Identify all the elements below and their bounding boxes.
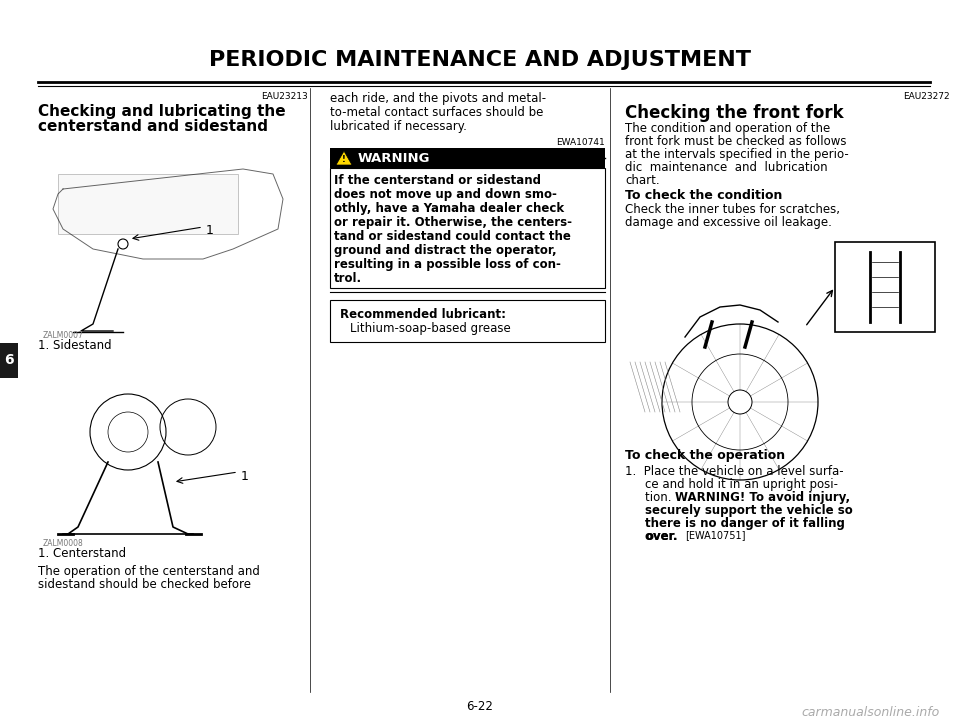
- Text: sidestand should be checked before: sidestand should be checked before: [38, 578, 251, 591]
- Text: [EWA10751]: [EWA10751]: [685, 530, 746, 540]
- Bar: [0, 342, 18, 378]
- Text: lubricated if necessary.: lubricated if necessary.: [330, 120, 467, 133]
- Text: Recommended lubricant:: Recommended lubricant:: [340, 308, 506, 321]
- Bar: [38, 139, 305, 334]
- Text: tand or sidestand could contact the: tand or sidestand could contact the: [334, 230, 571, 243]
- Text: securely support the vehicle so: securely support the vehicle so: [645, 504, 852, 517]
- Text: trol.: trol.: [334, 272, 362, 285]
- Text: WARNING: WARNING: [358, 151, 430, 164]
- Text: To check the operation: To check the operation: [625, 449, 785, 462]
- Text: each ride, and the pivots and metal-: each ride, and the pivots and metal-: [330, 92, 546, 105]
- Text: The condition and operation of the: The condition and operation of the: [625, 122, 830, 135]
- Text: tion.: tion.: [645, 491, 675, 504]
- Text: Checking and lubricating the: Checking and lubricating the: [38, 104, 286, 119]
- Bar: [330, 168, 605, 288]
- Text: or repair it. Otherwise, the centers-: or repair it. Otherwise, the centers-: [334, 216, 572, 229]
- Text: front fork must be checked as follows: front fork must be checked as follows: [625, 135, 847, 148]
- Text: chart.: chart.: [625, 174, 660, 187]
- Text: centerstand and sidestand: centerstand and sidestand: [38, 119, 268, 134]
- Text: !: !: [342, 154, 346, 164]
- Bar: [625, 237, 945, 437]
- Text: PERIODIC MAINTENANCE AND ADJUSTMENT: PERIODIC MAINTENANCE AND ADJUSTMENT: [209, 50, 751, 70]
- Text: resulting in a possible loss of con-: resulting in a possible loss of con-: [334, 258, 561, 271]
- Bar: [835, 242, 935, 332]
- Text: there is no danger of it falling: there is no danger of it falling: [645, 517, 845, 530]
- Text: 1.  Place the vehicle on a level surfa-: 1. Place the vehicle on a level surfa-: [625, 465, 844, 478]
- Text: 1: 1: [206, 225, 214, 238]
- Text: The operation of the centerstand and: The operation of the centerstand and: [38, 565, 260, 578]
- Text: ZALM0008: ZALM0008: [43, 539, 84, 548]
- Text: over.: over.: [645, 530, 678, 543]
- Text: If the centerstand or sidestand: If the centerstand or sidestand: [334, 174, 541, 187]
- Text: carmanualsonline.info: carmanualsonline.info: [802, 706, 940, 718]
- Text: 1. Sidestand: 1. Sidestand: [38, 339, 111, 352]
- Text: ground and distract the operator,: ground and distract the operator,: [334, 244, 557, 257]
- Text: Lithium-soap-based grease: Lithium-soap-based grease: [350, 322, 511, 335]
- Text: WARNING! To avoid injury,: WARNING! To avoid injury,: [675, 491, 851, 504]
- Polygon shape: [336, 151, 352, 165]
- Text: 6-22: 6-22: [467, 700, 493, 713]
- Text: ZALM0007: ZALM0007: [43, 331, 84, 340]
- Text: over.: over.: [645, 530, 685, 543]
- Text: EAU23213: EAU23213: [261, 92, 308, 101]
- Text: 1. Centerstand: 1. Centerstand: [38, 547, 126, 560]
- Text: at the intervals specified in the perio-: at the intervals specified in the perio-: [625, 148, 849, 161]
- Text: damage and excessive oil leakage.: damage and excessive oil leakage.: [625, 216, 832, 229]
- Text: dic  maintenance  and  lubrication: dic maintenance and lubrication: [625, 161, 828, 174]
- Text: 6: 6: [4, 353, 13, 367]
- Text: ce and hold it in an upright posi-: ce and hold it in an upright posi-: [645, 478, 838, 491]
- Text: EWA10741: EWA10741: [556, 138, 605, 147]
- Bar: [38, 357, 305, 542]
- Text: to-metal contact surfaces should be: to-metal contact surfaces should be: [330, 106, 543, 119]
- Text: othly, have a Yamaha dealer check: othly, have a Yamaha dealer check: [334, 202, 564, 215]
- Text: EAU23272: EAU23272: [903, 92, 950, 101]
- Bar: [58, 174, 238, 234]
- Text: Check the inner tubes for scratches,: Check the inner tubes for scratches,: [625, 203, 840, 216]
- Bar: [330, 148, 605, 168]
- Text: Checking the front fork: Checking the front fork: [625, 104, 844, 122]
- Bar: [330, 300, 605, 342]
- Text: 1: 1: [241, 470, 249, 482]
- Text: does not move up and down smo-: does not move up and down smo-: [334, 188, 557, 201]
- Text: To check the condition: To check the condition: [625, 189, 782, 202]
